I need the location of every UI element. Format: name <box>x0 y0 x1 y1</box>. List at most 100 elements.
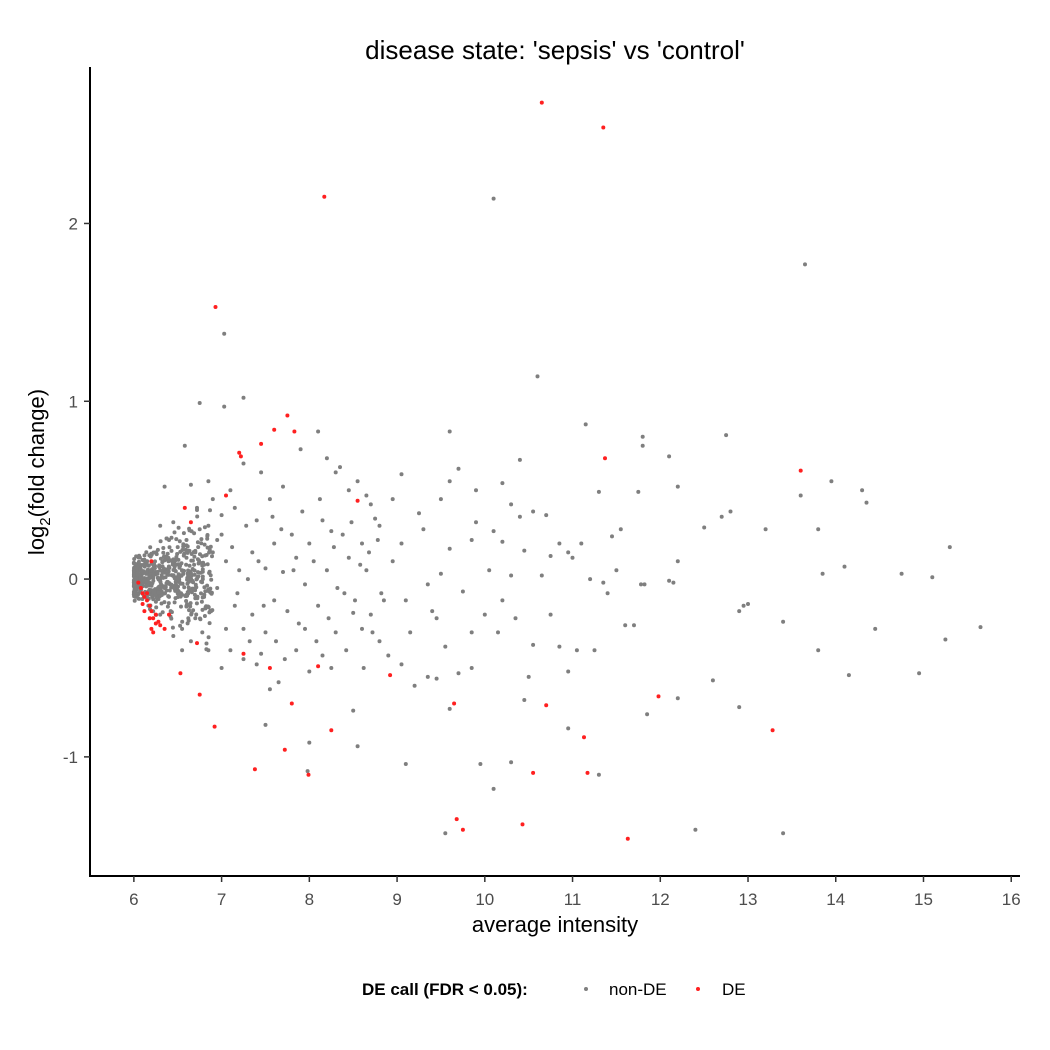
point-non-de <box>250 612 255 617</box>
point-non-de <box>133 562 138 566</box>
point-non-de <box>583 422 588 427</box>
point-non-de <box>196 561 201 566</box>
point-de <box>306 772 311 777</box>
point-non-de <box>314 639 319 644</box>
point-non-de <box>798 493 803 498</box>
point-non-de <box>623 623 628 628</box>
chart-title: disease state: 'sepsis' vs 'control' <box>365 35 745 65</box>
point-non-de <box>300 509 305 514</box>
point-non-de <box>196 545 201 550</box>
point-non-de <box>199 541 204 546</box>
point-non-de <box>434 676 439 681</box>
point-non-de <box>294 648 299 653</box>
point-non-de <box>161 550 166 555</box>
point-non-de <box>178 623 183 628</box>
point-non-de <box>205 583 210 588</box>
point-non-de <box>207 571 212 575</box>
point-non-de <box>207 621 212 626</box>
point-non-de <box>360 626 364 631</box>
point-non-de <box>132 590 137 595</box>
point-de <box>259 441 264 446</box>
point-de <box>603 456 607 461</box>
point-de <box>520 822 525 827</box>
point-non-de <box>671 580 676 585</box>
point-non-de <box>192 562 197 567</box>
point-non-de <box>544 513 549 518</box>
point-de <box>142 609 147 614</box>
point-non-de <box>509 573 514 578</box>
point-de <box>212 724 217 729</box>
point-de <box>158 623 163 628</box>
point-non-de <box>588 577 593 582</box>
point-de <box>285 413 290 418</box>
point-non-de <box>639 582 643 587</box>
point-non-de <box>947 545 952 550</box>
point-non-de <box>342 591 347 596</box>
point-non-de <box>167 545 172 550</box>
point-non-de <box>186 568 191 573</box>
point-non-de <box>148 545 153 550</box>
point-de <box>162 626 167 631</box>
point-non-de <box>167 588 172 593</box>
point-non-de <box>185 581 190 586</box>
point-non-de <box>132 598 137 603</box>
point-non-de <box>579 541 584 546</box>
point-de <box>798 468 803 473</box>
point-non-de <box>192 531 197 536</box>
point-non-de <box>326 616 331 621</box>
point-non-de <box>165 555 170 560</box>
point-non-de <box>367 550 371 555</box>
point-non-de <box>151 590 156 595</box>
point-de <box>585 770 590 775</box>
point-non-de <box>167 538 171 542</box>
point-non-de <box>276 680 281 685</box>
point-non-de <box>161 546 166 550</box>
x-tick-label: 15 <box>914 890 933 909</box>
point-non-de <box>195 557 200 562</box>
point-non-de <box>296 621 301 626</box>
point-non-de <box>194 601 199 606</box>
point-non-de <box>202 542 207 547</box>
point-non-de <box>447 479 452 484</box>
point-non-de <box>198 616 202 621</box>
point-non-de <box>274 639 278 644</box>
point-non-de <box>399 541 404 546</box>
point-non-de <box>154 605 159 610</box>
legend-swatch-non-de <box>584 987 588 991</box>
point-non-de <box>263 566 268 571</box>
point-non-de <box>174 562 178 567</box>
point-non-de <box>737 705 742 710</box>
point-non-de <box>202 562 207 567</box>
point-non-de <box>174 555 179 559</box>
point-non-de <box>282 657 287 662</box>
point-non-de <box>192 572 197 577</box>
point-non-de <box>781 619 786 624</box>
point-non-de <box>557 541 562 546</box>
point-non-de <box>346 555 351 560</box>
point-non-de <box>261 603 266 608</box>
point-de <box>237 450 242 455</box>
point-non-de <box>443 831 448 836</box>
point-non-de <box>438 497 443 502</box>
point-non-de <box>241 626 246 631</box>
point-de <box>136 580 141 585</box>
point-non-de <box>241 461 246 466</box>
point-de <box>142 594 147 599</box>
point-non-de <box>167 565 172 570</box>
point-non-de <box>179 604 183 609</box>
point-non-de <box>509 502 514 507</box>
point-de <box>329 728 334 733</box>
point-non-de <box>166 572 171 577</box>
point-non-de <box>355 479 360 484</box>
point-non-de <box>161 575 166 580</box>
point-non-de <box>148 568 153 573</box>
point-non-de <box>219 513 224 518</box>
point-non-de <box>144 571 149 576</box>
point-de <box>531 770 536 775</box>
point-non-de <box>187 588 192 593</box>
point-non-de <box>199 591 203 596</box>
point-non-de <box>193 586 198 590</box>
point-non-de <box>335 586 340 590</box>
point-de <box>178 671 183 676</box>
point-de <box>601 125 606 130</box>
